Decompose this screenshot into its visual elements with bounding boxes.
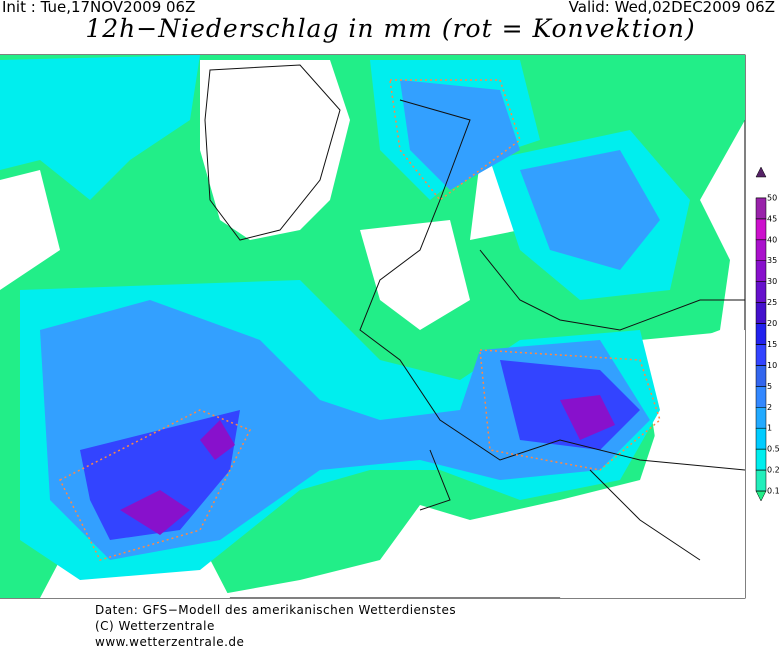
colorbar-label: 1 xyxy=(767,424,772,433)
colorbar-label: 15 xyxy=(767,340,777,349)
precip-area xyxy=(80,360,640,540)
footer-line: (C) Wetterzentrale xyxy=(95,619,215,633)
colorbar-swatch xyxy=(755,197,767,220)
precip-area xyxy=(120,395,615,535)
colorbar-label: 10 xyxy=(767,361,777,370)
colorbar-swatch xyxy=(755,427,767,450)
colorbar-label: 25 xyxy=(767,298,777,307)
precip-fields xyxy=(0,55,745,598)
colorbar-swatch xyxy=(755,239,767,261)
colorbar-label: 30 xyxy=(767,277,777,286)
colorbar-label: 0.1 xyxy=(767,487,780,496)
colorbar-swatch xyxy=(755,469,767,492)
colorbar-swatch xyxy=(755,323,767,345)
colorbar-label: 2 xyxy=(767,403,772,412)
colorbar-swatch xyxy=(755,365,767,387)
colorbar-label: 35 xyxy=(767,256,777,265)
coastline xyxy=(204,64,745,561)
colorbar-swatch xyxy=(755,302,767,324)
colorbar-swatch xyxy=(755,218,767,241)
colorbar-swatch xyxy=(755,166,767,178)
colorbar-label: 40 xyxy=(767,235,777,244)
colorbar-label: 0.5 xyxy=(767,445,780,454)
footer-line: www.wetterzentrale.de xyxy=(95,635,245,648)
colorbar-swatch xyxy=(755,344,767,366)
colorbar-swatch xyxy=(755,386,767,408)
colorbar-label: 5 xyxy=(767,382,772,391)
map-title: 12h−Niederschlag in mm (rot = Konvektion… xyxy=(85,14,696,43)
convection-contour xyxy=(58,79,661,561)
colorbar-swatch xyxy=(755,260,767,282)
colorbar-label: 50 xyxy=(767,193,777,202)
colorbar-swatch xyxy=(755,448,767,471)
colorbar-swatch xyxy=(755,407,767,429)
footer-line: Daten: GFS−Modell des amerikanischen Wet… xyxy=(95,603,457,617)
colorbar-label: 0.2 xyxy=(767,466,780,475)
colorbar-swatch xyxy=(755,281,767,303)
init-time: Init : Tue,17NOV2009 06Z xyxy=(2,0,196,16)
colorbar-swatch xyxy=(755,490,767,502)
colorbar-label: 45 xyxy=(767,214,777,223)
valid-time: Valid: Wed,02DEC2009 06Z xyxy=(568,0,775,16)
colorbar-label: 20 xyxy=(767,319,777,328)
